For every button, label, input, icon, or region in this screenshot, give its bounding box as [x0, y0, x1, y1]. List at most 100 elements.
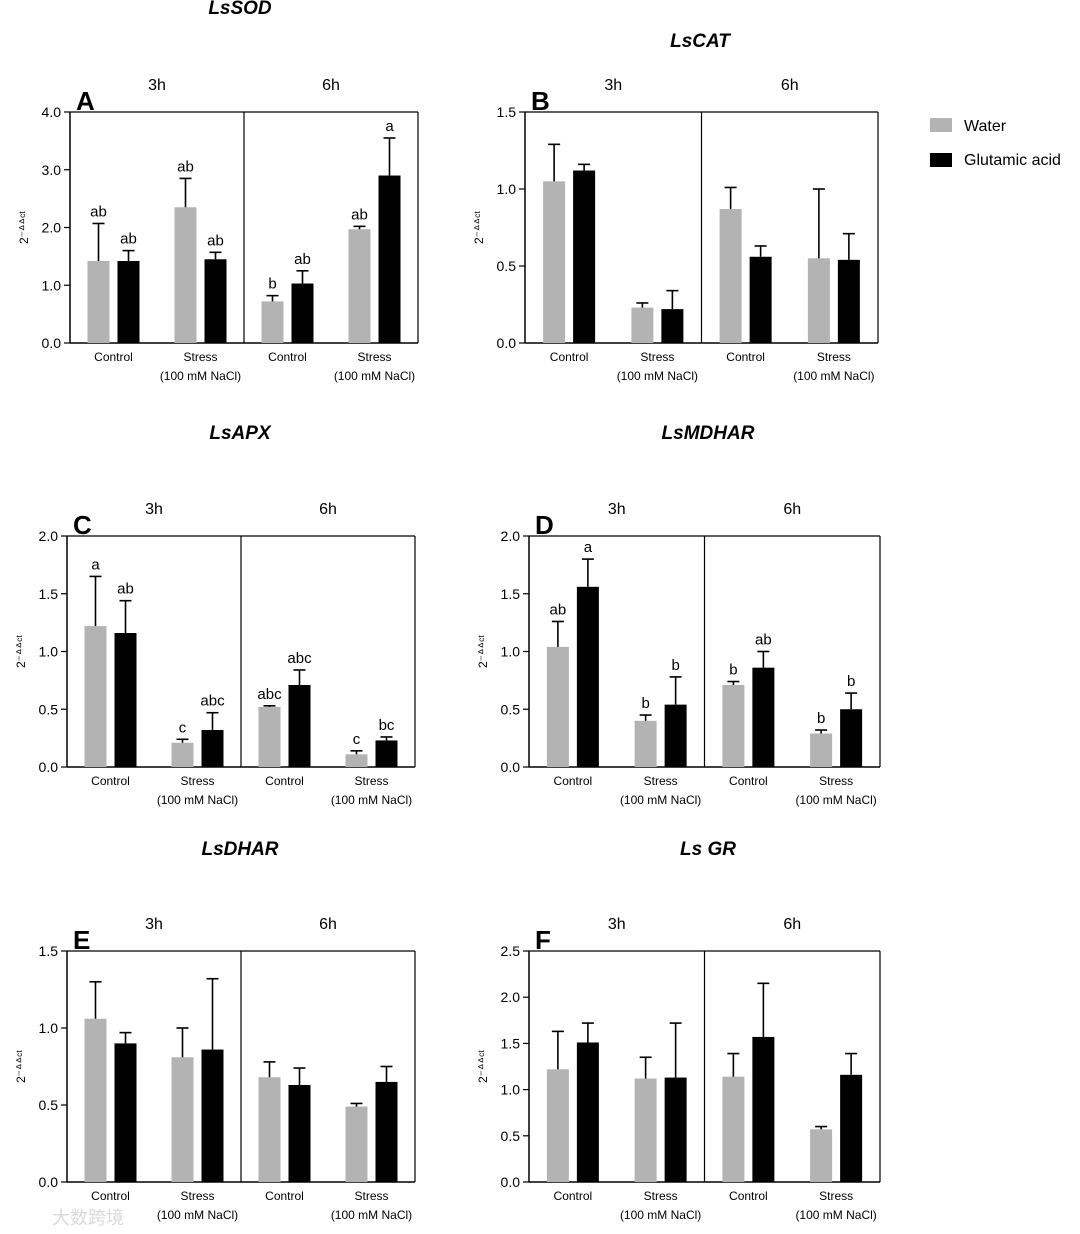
chart-panel-c: LsAPX C 3h 6h 0.0 0.5 1.0 1.5 2.0 2⁻ᐞᐞᶜᵗ aab Contro… — [14, 423, 416, 807]
y-tick-label: 1.5 — [497, 104, 517, 120]
y-tick-label: 3.0 — [42, 162, 62, 178]
bar-water — [84, 626, 107, 767]
bar-glutamic-acid — [117, 260, 140, 343]
x-category-label: Stress — [817, 350, 851, 364]
bar-water — [258, 706, 281, 767]
x-category-label: Control — [554, 774, 593, 788]
x-category-label: (100 mM NaCl) — [793, 369, 874, 383]
y-tick-label: 2.0 — [39, 528, 59, 544]
x-category-label: Control — [265, 1189, 304, 1203]
chart-panel-b: LsCAT B 3h 6h 0.0 0.5 1.0 1.5 2⁻ᐞᐞᶜᵗ Control Stres… — [472, 31, 879, 383]
bar-glutamic-acid — [201, 1049, 224, 1182]
bar-glutamic-acid — [288, 1084, 311, 1182]
legend-swatch-water — [930, 118, 952, 132]
y-tick-label: 0.5 — [501, 1128, 521, 1144]
y-tick-label: 0.0 — [39, 759, 59, 775]
y-axis-label: 2⁻ᐞᐞᶜᵗ — [476, 635, 490, 668]
x-category-label: (100 mM NaCl) — [157, 793, 238, 807]
chart-title: LsDHAR — [201, 839, 278, 860]
y-tick-label: 1.0 — [39, 644, 59, 660]
bar-glutamic-acid — [840, 1074, 863, 1182]
x-category-label: (100 mM NaCl) — [620, 1208, 701, 1222]
y-tick-label: 1.5 — [501, 586, 521, 602]
x-category-label: Control — [91, 774, 130, 788]
legend-swatch-glutamic-acid — [930, 153, 952, 167]
y-tick-label: 2.0 — [42, 220, 62, 236]
significance-label: b — [641, 695, 649, 712]
significance-label: a — [91, 556, 100, 573]
x-category-label: Control — [94, 350, 133, 364]
significance-label: a — [584, 539, 593, 556]
bar-water — [171, 742, 194, 767]
x-category-label: (100 mM NaCl) — [795, 1208, 876, 1222]
x-category-label: Stress — [354, 1189, 388, 1203]
bar-glutamic-acid — [837, 259, 860, 343]
bar-glutamic-acid — [752, 1036, 775, 1182]
bar-water — [543, 181, 566, 343]
x-category-label: Control — [729, 774, 768, 788]
significance-label: ab — [177, 158, 194, 175]
y-axis-label: 2⁻ᐞᐞᶜᵗ — [14, 635, 28, 668]
significance-label: b — [268, 276, 276, 293]
bar-glutamic-acid — [661, 309, 684, 343]
y-tick-label: 0.5 — [497, 258, 517, 274]
y-axis-label: 2⁻ᐞᐞᶜᵗ — [17, 211, 31, 244]
bar-water — [174, 207, 197, 343]
period-label: 6h — [319, 501, 337, 518]
bar-water — [258, 1077, 281, 1182]
period-label: 6h — [783, 501, 801, 518]
y-tick-label: 2.0 — [501, 528, 521, 544]
x-category-label: Stress — [180, 774, 214, 788]
bar-water — [345, 1106, 368, 1182]
x-category-label: (100 mM NaCl) — [331, 793, 412, 807]
significance-label: b — [729, 662, 737, 679]
bar-water — [810, 1129, 833, 1182]
y-tick-label: 0.0 — [501, 759, 521, 775]
x-category-label: Stress — [819, 774, 853, 788]
bar-glutamic-acid — [288, 684, 311, 767]
y-axis-label: 2⁻ᐞᐞᶜᵗ — [472, 211, 486, 244]
bar-glutamic-acid — [576, 1042, 599, 1182]
period-label: 3h — [145, 501, 163, 518]
chart-title: LsMDHAR — [662, 423, 755, 444]
x-category-label: Control — [729, 1189, 768, 1203]
bar-water — [87, 260, 110, 343]
chart-panel-f: Ls GR F 3h 6h 0.0 0.5 1.0 1.5 2.0 2.5 2⁻ᐞᐞᶜᵗ Contro… — [476, 839, 881, 1222]
x-category-label: Stress — [819, 1189, 853, 1203]
period-label: 3h — [148, 77, 166, 94]
y-tick-label: 0.0 — [497, 335, 517, 351]
bar-water — [634, 720, 657, 767]
x-category-label: (100 mM NaCl) — [620, 793, 701, 807]
significance-label: ab — [351, 206, 368, 223]
bar-glutamic-acid — [291, 283, 314, 343]
x-category-label: Control — [554, 1189, 593, 1203]
x-category-label: (100 mM NaCl) — [617, 369, 698, 383]
significance-label: ab — [294, 251, 311, 268]
x-category-label: (100 mM NaCl) — [331, 1208, 412, 1222]
bar-glutamic-acid — [201, 730, 224, 767]
bar-glutamic-acid — [114, 1043, 137, 1182]
legend-label-water: Water — [964, 118, 1007, 135]
bar-water — [345, 754, 368, 767]
y-tick-label: 0.5 — [501, 701, 521, 717]
bar-water — [84, 1018, 107, 1182]
period-label: 3h — [608, 916, 626, 933]
period-label: 3h — [604, 77, 622, 94]
bar-water — [722, 1076, 745, 1182]
bar-water — [810, 733, 833, 767]
panel-letter: C — [73, 510, 92, 540]
y-axis-label: 2⁻ᐞᐞᶜᵗ — [14, 1050, 28, 1083]
x-category-label: Control — [726, 350, 765, 364]
y-tick-label: 0.0 — [39, 1174, 59, 1190]
y-tick-label: 0.5 — [39, 701, 59, 717]
bar-glutamic-acid — [375, 740, 398, 767]
chart-title: LsCAT — [670, 31, 731, 52]
bar-glutamic-acid — [752, 667, 775, 767]
bar-glutamic-acid — [664, 1077, 687, 1182]
significance-label: ab — [90, 203, 107, 220]
period-label: 6h — [319, 916, 337, 933]
x-category-label: (100 mM NaCl) — [795, 793, 876, 807]
panel-letter: E — [73, 925, 90, 955]
significance-label: b — [847, 673, 855, 690]
